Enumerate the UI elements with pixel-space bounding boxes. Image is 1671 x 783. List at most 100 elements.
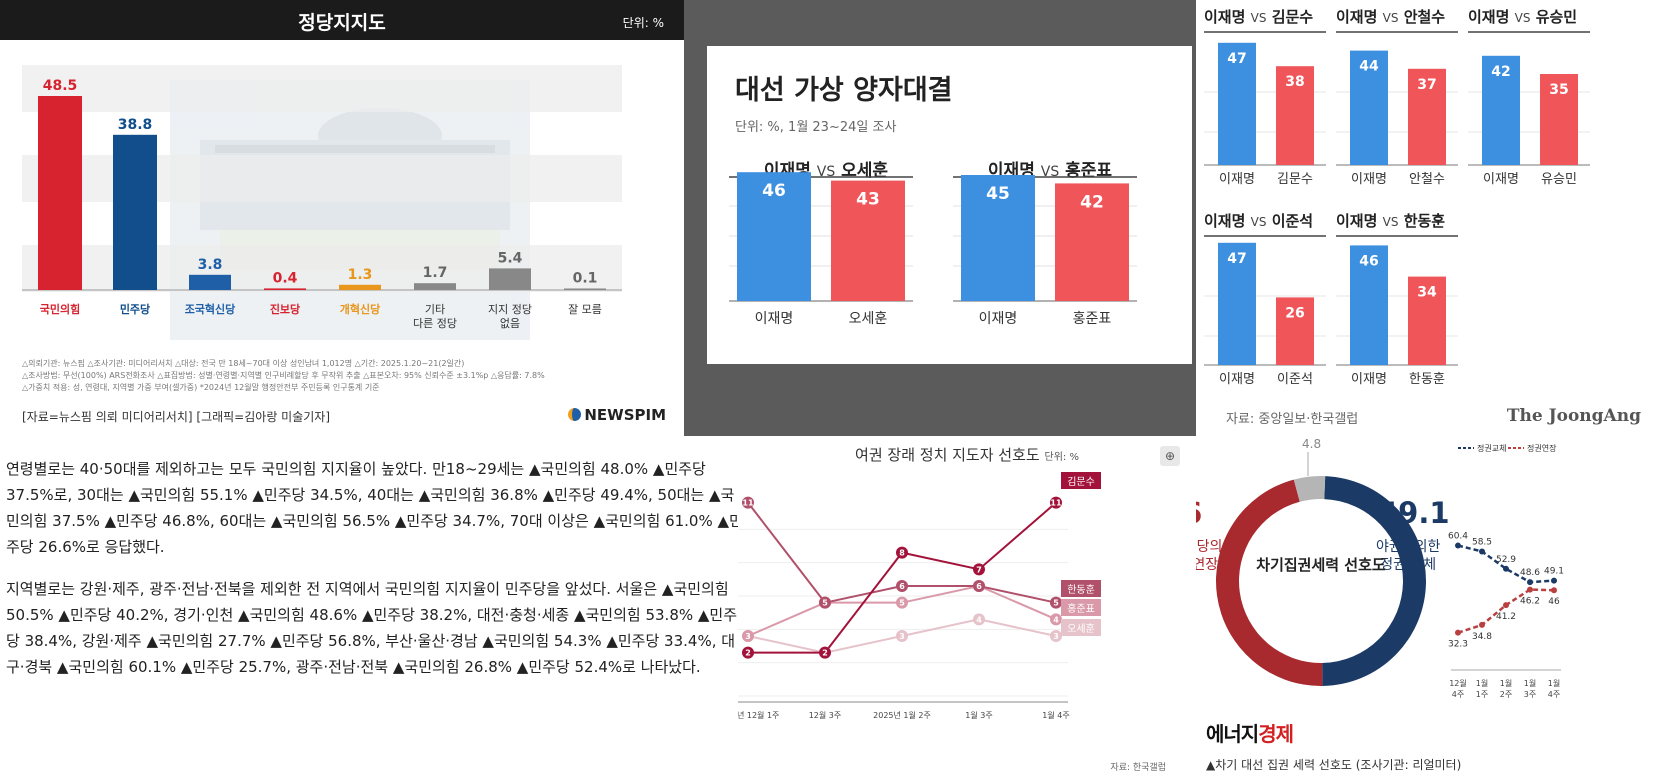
vs-label: VS [1382, 11, 1399, 25]
trend-x-tick-label: 2주 [1500, 690, 1512, 699]
x-tick-label: 1월 3주 [965, 710, 992, 720]
series-tag-bg [1061, 472, 1101, 489]
category-label: 진보당 [270, 302, 300, 316]
party-chart-title: 정당지지도 [298, 12, 386, 34]
data-point [896, 580, 908, 592]
vs-label: VS [1250, 11, 1267, 25]
bar-category-label: 이재명 [979, 311, 1018, 327]
trend-value-label: 49.1 [1544, 567, 1564, 577]
data-point [742, 646, 754, 659]
donut-slice [1215, 479, 1323, 686]
bar-value-label: 47 [1227, 251, 1246, 267]
leader-chart-title: 여권 장래 정치 지도자 선호도 [855, 446, 1040, 464]
data-point [1050, 596, 1062, 609]
two-way-match-card: 대선 가상 양자대결 단위: %, 1월 23~24일 조사 이재명 VS 오세… [707, 46, 1192, 364]
bar [1482, 55, 1520, 165]
trend-x-tick-label: 4주 [1452, 690, 1464, 699]
data-point [973, 613, 985, 626]
trend-point [1455, 542, 1461, 549]
bar-value-label: 0.1 [573, 271, 598, 287]
trend-point [1479, 548, 1485, 555]
category-label: 기타 [425, 303, 445, 316]
assembly-building-illustration [170, 80, 530, 340]
trend-value-label: 32.3 [1448, 640, 1468, 650]
bar-4 [339, 284, 381, 290]
bar-1 [113, 134, 157, 290]
matchup-b: 유승민 [1535, 8, 1578, 26]
data-point-label: 2 [822, 649, 828, 658]
series-tag: 오세훈 [1067, 622, 1095, 635]
change-label: 야권에의한 정권 교체 [1376, 538, 1440, 574]
brand-part: 에너지 [1206, 722, 1259, 746]
extend-label-line: 집권여당의 [1196, 539, 1223, 555]
category-label: 없음 [500, 317, 520, 330]
leader-chart-title-row: 여권 장래 정치 지도자 선호도 단위: % [738, 444, 1196, 465]
trend-point [1455, 629, 1461, 636]
data-point [742, 496, 754, 509]
series-tag-bg [1061, 580, 1101, 597]
matchup-title: 이재명 VS 유승민 [1468, 6, 1596, 27]
bar-value-label: 1.7 [423, 265, 448, 281]
bar [1408, 276, 1446, 365]
trend-value-label: 60.4 [1448, 532, 1468, 542]
bar-3 [264, 288, 306, 290]
data-point [1050, 496, 1062, 509]
category-label: 조국혁신당 [185, 302, 236, 316]
bar [1218, 42, 1256, 165]
bar-category-label: 이재명 [1483, 172, 1519, 187]
bar-category-label: 한동훈 [1409, 372, 1445, 387]
trend-x-tick-label: 1월 [1524, 678, 1536, 688]
bar [1276, 66, 1314, 165]
article-panel: 연령별로는 40·50대를 제외하고는 모두 국민의힘 지지율이 높았다. 만1… [0, 436, 738, 783]
bar-5 [414, 283, 456, 290]
newspim-logo-icon [568, 408, 582, 421]
matchup-a: 이재명 [1336, 8, 1378, 26]
bar-category-label: 유승민 [1541, 172, 1577, 187]
note-line: △의뢰기관: 뉴스핌 △조사기관: 미디어리서치 △대상: 전국 만 18세~7… [22, 359, 465, 368]
donut-caption: ▲차기 대선 집권 세력 선호도 (조사기관: 리얼미터) [1206, 758, 1462, 772]
trend-x-tick-label: 4주 [1548, 690, 1560, 699]
bar-value-label: 42 [1080, 192, 1104, 212]
x-tick-label: 1월 4주 [1042, 710, 1069, 720]
matchup-a: 이재명 [1336, 212, 1378, 230]
other-slice-label: 4.8 [1302, 437, 1321, 451]
matchup-a: 이재명 [1204, 212, 1246, 230]
bar-value-label: 35 [1549, 82, 1568, 98]
bar-value-label: 38 [1285, 74, 1304, 90]
note-line: △조사방법: 무선(100%) ARS전화조사 △표집방법: 성별·연령별·지역… [22, 371, 545, 380]
data-point-label: 11 [742, 499, 754, 508]
grid-band [22, 65, 622, 112]
party-chart-header: 정당지지도 단위: % [0, 0, 684, 40]
data-point-label: 2 [745, 649, 751, 658]
match-title: 대선 가상 양자대결 [735, 75, 953, 106]
bar-value-label: 46 [762, 181, 786, 201]
party-chart-unit: 단위: % [622, 16, 664, 30]
ruling-power-panel: 4.8 60.4 58.5 52.9 48.6 49.1 32.3 34.8 41.2 46.2 4… [1196, 436, 1671, 783]
zoom-icon[interactable]: ⊕ [1160, 446, 1180, 466]
article-paragraph: 지역별로는 강원·제주, 광주·전남·전북을 제외한 전 지역에서 국민의힘 지… [6, 580, 738, 676]
bar [1218, 242, 1256, 365]
bar-value-label: 34 [1417, 285, 1437, 301]
bar-category-label: 이재명 [1351, 172, 1387, 187]
bar [961, 175, 1035, 301]
data-point-label: 11 [1050, 499, 1062, 508]
leader-preference-panel: 여권 장래 정치 지도자 선호도 단위: % ⊕ 2024년 12월 1주 12월… [738, 436, 1196, 783]
match-subtitle: 단위: %, 1월 23~24일 조사 [735, 120, 897, 135]
two-way-match-chart: 46 이재명 43 오세훈 45 이재명 42 홍준표 [729, 172, 1137, 327]
category-label: 지지 정당 [488, 303, 532, 316]
matchup-b: 이준석 [1271, 212, 1314, 230]
trend-x-tick-label: 3주 [1524, 690, 1536, 699]
extend-label: 집권여당의정권 연장 [1196, 538, 1222, 574]
data-point [819, 646, 831, 659]
extend-value: 46 [1196, 496, 1202, 530]
grid-band [22, 155, 622, 202]
data-point [742, 630, 754, 642]
matchups-source: 자료: 중앙일보·한국갤럽 [1226, 412, 1359, 427]
bar-value-label: 5.4 [498, 250, 523, 266]
bar-value-label: 42 [1491, 64, 1510, 80]
trend-value-label: 48.6 [1520, 568, 1540, 578]
matchup-title: 이재명 VS 김문수 [1204, 6, 1332, 27]
data-point-label: 3 [899, 632, 905, 641]
grid-band [22, 245, 622, 292]
trend-value-label: 52.9 [1496, 555, 1516, 565]
